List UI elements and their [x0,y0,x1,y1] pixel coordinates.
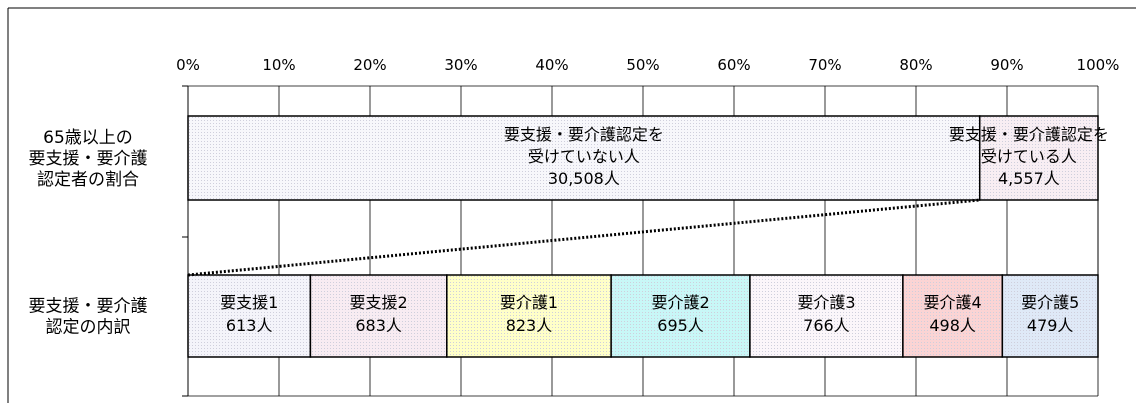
segment-value-label: 683人 [355,316,402,335]
segment-name-label: 要介護2 [651,293,709,312]
segment-name-label: 受けていない人 [528,147,640,166]
bar-segment [187,274,312,358]
segment-value-label: 613人 [226,316,273,335]
segment-value-label: 823人 [506,316,553,335]
x-tick-label: 90% [990,56,1023,74]
segment-name-label: 要介護4 [924,293,982,312]
segment-name-label: 要支援1 [220,293,278,312]
x-tick-label: 70% [808,56,841,74]
segment-value-label: 766人 [803,316,850,335]
x-tick-label: 100% [1077,56,1120,74]
x-tick-label: 50% [626,56,659,74]
category-label: 要支援・要介護 [29,297,148,317]
x-tick-label: 80% [899,56,932,74]
category-label: 認定者の割合 [37,170,139,190]
bar-segment [1001,274,1099,358]
bar-segment [187,115,981,201]
x-tick-label: 60% [717,56,750,74]
segment-value-label: 498人 [929,316,976,335]
x-tick-label: 20% [353,56,386,74]
bar-segment [446,274,612,358]
x-tick-label: 0% [176,56,200,74]
segment-name-label: 要支援2 [350,293,408,312]
bar-segment [309,274,448,358]
category-label: 65歳以上の [43,128,133,148]
segment-value-label: 4,557人 [998,169,1060,188]
segment-name-label: 要支援・要介護認定を [949,125,1109,144]
segment-name-label: 受けている人 [981,147,1077,166]
segment-name-label: 要介護1 [500,293,558,312]
category-label: 認定の内訳 [46,318,131,338]
segment-value-label: 479人 [1027,316,1074,335]
bar-segment [610,274,751,358]
category-label: 要支援・要介護 [29,149,148,169]
segment-name-label: 要介護5 [1021,293,1079,312]
segment-name-label: 要介護3 [797,293,855,312]
x-tick-label: 10% [262,56,295,74]
connector-dotted-line [187,198,980,277]
bar-segment [978,115,1099,201]
bar-segment [902,274,1004,358]
segment-name-label: 要支援・要介護認定を [504,125,664,144]
segment-value-label: 695人 [657,316,704,335]
bar-segment [749,274,904,358]
x-tick-label: 30% [444,56,477,74]
x-tick-label: 40% [535,56,568,74]
segment-value-label: 30,508人 [548,169,620,188]
